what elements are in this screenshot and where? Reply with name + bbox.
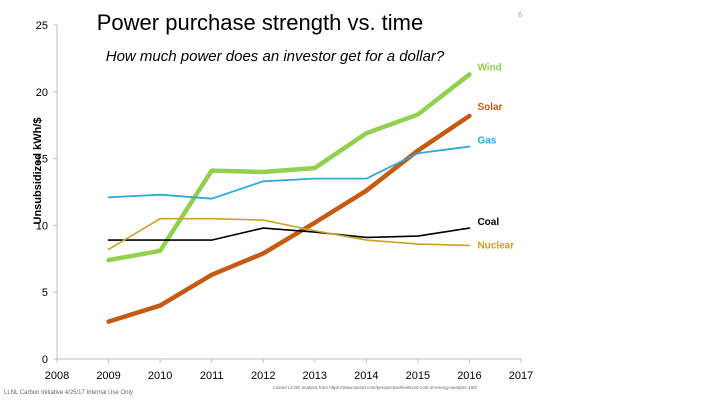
series-label-wind: Wind (477, 62, 501, 73)
series-line-wind (106, 72, 472, 263)
axes: 0 5 10 15 20 25 2008 2009 2010 2011 2012 2013 2014 20… (36, 20, 533, 382)
y-tick-label: 5 (42, 287, 48, 299)
x-tick-label: 2017 (509, 370, 533, 382)
chart-subtitle: How much power does an investor get for … (105, 48, 445, 65)
x-tick-label: 2016 (457, 370, 481, 382)
x-tick-label: 2011 (200, 370, 224, 382)
series-line-gas (107, 145, 471, 200)
x-tick-label: 2014 (354, 370, 378, 382)
x-tick-label: 2008 (45, 370, 69, 382)
x-tick-label: 2013 (303, 370, 327, 382)
series-labels: Wind Solar Gas Coal Nuclear (477, 62, 514, 251)
series-label-nuclear: Nuclear (477, 240, 514, 251)
series-label-gas: Gas (477, 136, 496, 147)
footer-note: LLNL Carbon Initiative 4/25/17 Internal … (4, 390, 133, 396)
y-tick-label: 15 (36, 154, 48, 166)
series-line-coal (107, 227, 471, 241)
slide-number: 6 (518, 12, 522, 19)
y-tick-label: 10 (36, 220, 48, 232)
x-tick-label: 2009 (96, 370, 120, 382)
series-line-nuclear (107, 217, 471, 251)
x-tick-label: 2012 (251, 370, 275, 382)
series-lines (106, 72, 472, 324)
y-tick-label: 20 (36, 87, 48, 99)
x-tick-label: 2010 (148, 370, 172, 382)
footer-source: Lazard LCOE analysis from https://www.la… (273, 385, 477, 390)
series-label-coal: Coal (477, 217, 499, 228)
y-tick-label: 0 (42, 354, 48, 366)
series-label-solar: Solar (477, 102, 502, 113)
y-tick-label: 25 (36, 20, 48, 32)
chart-title: Power purchase strength vs. time (96, 10, 424, 35)
x-tick-label: 2015 (406, 370, 430, 382)
